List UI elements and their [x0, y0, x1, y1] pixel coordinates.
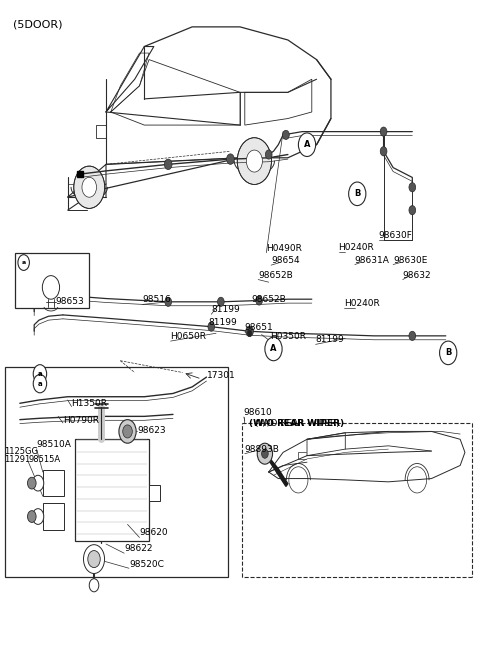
Circle shape [33, 365, 47, 383]
Text: 98653: 98653 [56, 297, 84, 306]
Circle shape [27, 510, 36, 522]
Circle shape [348, 182, 366, 205]
Text: 98654: 98654 [271, 256, 300, 265]
Text: 17301: 17301 [206, 371, 235, 380]
Text: A: A [304, 140, 310, 149]
Circle shape [409, 331, 416, 340]
Text: B: B [445, 348, 451, 358]
Text: 98630F: 98630F [379, 231, 413, 239]
Circle shape [237, 138, 272, 184]
Text: 11291: 11291 [4, 455, 31, 464]
Text: H1350R: H1350R [72, 399, 108, 408]
Circle shape [119, 420, 136, 443]
Text: 98651: 98651 [245, 323, 274, 332]
Text: a: a [37, 380, 42, 386]
Circle shape [380, 127, 387, 136]
Text: 98520C: 98520C [129, 560, 164, 569]
Text: 98631A: 98631A [355, 255, 390, 264]
Text: H0650R: H0650R [170, 332, 206, 341]
Circle shape [227, 154, 234, 165]
Text: 81199: 81199 [208, 318, 237, 327]
Circle shape [409, 182, 416, 192]
Bar [149, 485, 159, 501]
Text: A: A [270, 344, 277, 354]
Circle shape [265, 337, 282, 361]
Text: 81199: 81199 [316, 335, 344, 344]
Circle shape [32, 508, 44, 524]
Text: 98893B: 98893B [245, 445, 280, 454]
Text: 81199: 81199 [211, 305, 240, 314]
Text: 98620: 98620 [140, 529, 168, 537]
Text: H0350R: H0350R [270, 332, 306, 341]
Circle shape [84, 544, 105, 573]
Text: 98652B: 98652B [251, 295, 286, 304]
Circle shape [27, 478, 36, 489]
Bar [15, 253, 89, 308]
Circle shape [299, 133, 316, 157]
Text: (5DOOR): (5DOOR) [12, 19, 62, 29]
Circle shape [246, 326, 253, 337]
Circle shape [256, 296, 263, 305]
Circle shape [82, 177, 96, 197]
Text: 98610: 98610 [244, 408, 273, 417]
Circle shape [246, 150, 263, 172]
Circle shape [257, 443, 273, 464]
Text: a: a [22, 260, 26, 265]
Circle shape [32, 476, 44, 491]
Text: H0240R: H0240R [338, 243, 374, 252]
Circle shape [164, 159, 172, 170]
Circle shape [217, 297, 224, 306]
Circle shape [409, 205, 416, 215]
Circle shape [208, 322, 215, 331]
Text: H0240R: H0240R [344, 299, 380, 308]
Text: 98652B: 98652B [258, 270, 293, 279]
Circle shape [74, 166, 105, 209]
Circle shape [283, 131, 289, 140]
Text: (W/O REAR WIPER): (W/O REAR WIPER) [249, 419, 344, 428]
Circle shape [18, 255, 29, 270]
Text: 98632: 98632 [403, 270, 432, 279]
Text: 98515A: 98515A [28, 455, 60, 464]
Bar [43, 470, 64, 496]
Circle shape [262, 449, 268, 459]
Bar [75, 440, 149, 541]
Circle shape [265, 150, 272, 159]
Polygon shape [269, 457, 288, 486]
Circle shape [88, 550, 100, 567]
Circle shape [440, 341, 457, 365]
Text: 98623: 98623 [138, 426, 166, 435]
Text: B: B [354, 190, 360, 198]
Text: 98510A: 98510A [36, 440, 72, 449]
Text: a: a [37, 371, 42, 377]
Text: H0490R: H0490R [266, 244, 302, 253]
Text: (W/O REAR WIPER): (W/O REAR WIPER) [255, 419, 340, 428]
Text: H0790R: H0790R [63, 416, 99, 425]
Circle shape [89, 579, 99, 592]
Text: 98622: 98622 [124, 544, 153, 553]
Bar [5, 367, 228, 577]
Text: 1125GG: 1125GG [4, 447, 38, 456]
Bar [43, 503, 64, 529]
Text: 98630E: 98630E [393, 255, 428, 264]
Circle shape [247, 330, 252, 337]
Circle shape [380, 147, 387, 156]
Circle shape [165, 297, 171, 306]
Circle shape [33, 375, 47, 393]
Circle shape [123, 425, 132, 438]
Bar [242, 423, 472, 577]
Text: 98516: 98516 [143, 295, 171, 304]
